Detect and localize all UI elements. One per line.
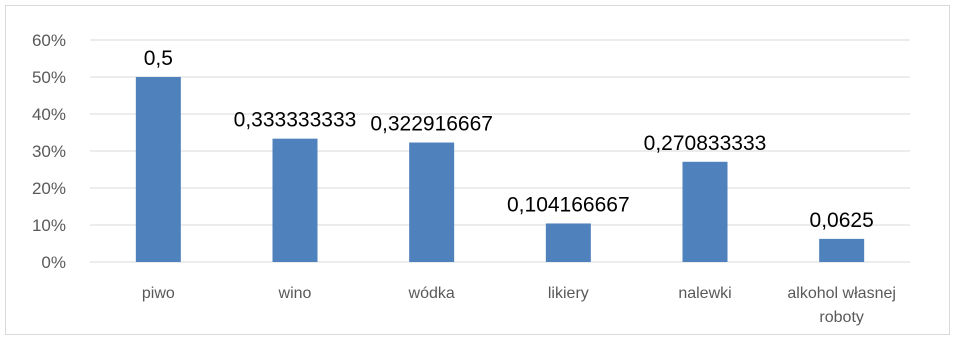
y-tick-label: 10% [32, 216, 66, 235]
y-tick-label: 50% [32, 68, 66, 87]
y-tick-label: 40% [32, 105, 66, 124]
data-label: 0,270833333 [644, 132, 767, 155]
data-label: 0,0625 [810, 209, 874, 232]
bar [682, 161, 728, 262]
y-tick-label: 0% [41, 253, 66, 272]
y-tick-label: 30% [32, 142, 66, 161]
data-label: 0,322916667 [370, 113, 493, 136]
y-tick-label: 20% [32, 179, 66, 198]
bar [819, 238, 865, 262]
category-label: nalewki [678, 285, 731, 302]
bar [135, 77, 181, 262]
category-label: alkohol własnej [787, 285, 896, 302]
category-label: wódka [408, 285, 455, 302]
category-label: piwo [142, 285, 175, 302]
category-label: likiery [548, 285, 589, 302]
data-label: 0,104166667 [507, 193, 630, 216]
bar [545, 223, 591, 262]
y-tick-label: 60% [32, 31, 66, 50]
bar [272, 138, 318, 262]
data-label: 0,333333333 [234, 109, 357, 132]
data-label: 0,5 [144, 47, 173, 70]
bar [409, 142, 455, 262]
category-label: wino [278, 285, 312, 302]
category-label: roboty [819, 309, 863, 326]
